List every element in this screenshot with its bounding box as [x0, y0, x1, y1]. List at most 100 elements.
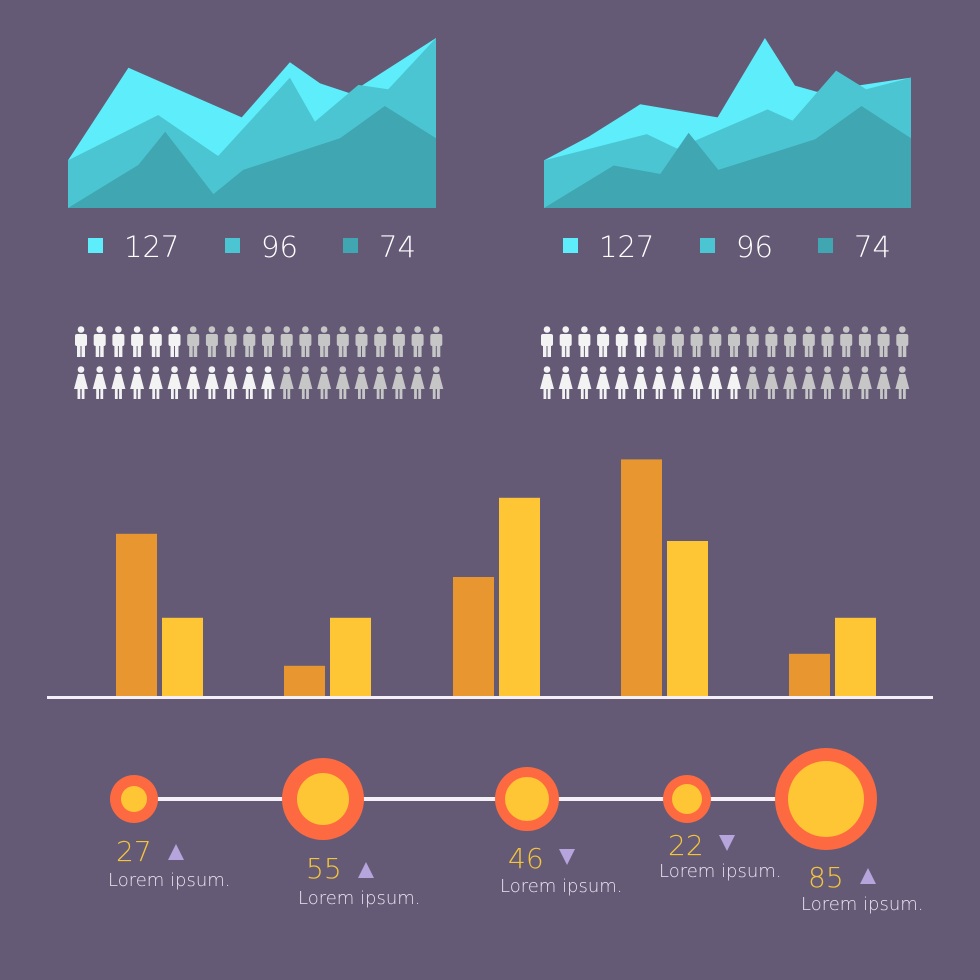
leg [208, 388, 212, 399]
woman-icon [708, 366, 723, 399]
head [246, 366, 253, 373]
dress [801, 374, 816, 389]
dress [895, 374, 910, 389]
torso [802, 334, 815, 346]
timeline-line [134, 797, 826, 801]
dress [577, 374, 592, 389]
head [899, 326, 906, 333]
leg [547, 388, 551, 399]
leg [268, 344, 272, 357]
woman-icon [261, 366, 275, 399]
dress [652, 374, 667, 389]
bar-group-2 [284, 617, 371, 697]
leg [376, 388, 380, 399]
dress [373, 374, 388, 389]
leg [100, 388, 104, 399]
woman-icon [130, 366, 145, 399]
torso [690, 334, 703, 346]
head [674, 326, 682, 333]
woman-icon [895, 366, 910, 399]
leg [156, 344, 160, 357]
leg [580, 388, 584, 399]
leg [748, 344, 753, 357]
torso [430, 334, 443, 346]
leg [264, 388, 268, 399]
man-icon [559, 326, 572, 357]
head [599, 366, 607, 373]
leg [250, 388, 253, 399]
leg [338, 344, 343, 357]
leg [437, 388, 440, 399]
leg [617, 344, 622, 357]
man-icon [430, 326, 443, 357]
dress [764, 374, 779, 389]
leg [189, 388, 193, 399]
bar-orange [284, 665, 325, 697]
head [96, 326, 103, 333]
head [805, 326, 813, 333]
leg [543, 344, 547, 357]
legend-label: 96 [261, 230, 298, 264]
leg [599, 344, 603, 357]
man-icon [243, 326, 256, 357]
leg [809, 344, 813, 357]
woman-icon [558, 366, 573, 399]
head [842, 326, 850, 333]
dress [839, 374, 854, 389]
torso [559, 334, 572, 346]
head [655, 326, 663, 333]
leg [380, 344, 385, 357]
dress [354, 374, 369, 389]
leg [823, 344, 827, 357]
leg [171, 388, 174, 399]
woman-icon [876, 366, 891, 399]
woman-icon [540, 366, 554, 399]
leg [678, 344, 682, 357]
leg [432, 344, 436, 357]
leg [828, 344, 832, 357]
torso [168, 334, 181, 346]
man-icon [205, 326, 218, 357]
leg [320, 344, 324, 357]
woman-icon [373, 366, 388, 399]
leg [301, 344, 305, 357]
leg [227, 388, 230, 399]
head [283, 366, 291, 373]
leg [81, 344, 85, 357]
dress [783, 374, 798, 389]
leg [137, 388, 141, 399]
leg [659, 344, 664, 357]
man-icon [877, 326, 890, 357]
man-icon [578, 326, 591, 357]
woman-icon [764, 366, 779, 399]
leg [903, 388, 906, 399]
leg [561, 344, 566, 357]
dress [279, 374, 294, 389]
woman-icon [727, 366, 741, 399]
torso [728, 334, 740, 346]
legend-swatch [225, 238, 240, 253]
torso [149, 334, 162, 346]
woman-icon [839, 366, 854, 399]
torso [336, 334, 349, 346]
head [339, 366, 347, 373]
leg [861, 388, 865, 399]
head [730, 366, 738, 373]
head [861, 366, 869, 373]
head [618, 366, 626, 373]
head [543, 326, 551, 333]
leg [287, 344, 291, 357]
woman-icon [689, 366, 704, 399]
leg [697, 344, 701, 357]
leg [175, 388, 178, 399]
legend-swatch [88, 238, 103, 253]
man-icon [224, 326, 237, 357]
leg [119, 388, 122, 399]
leg [212, 344, 216, 357]
leg [114, 344, 118, 357]
woman-icon [223, 366, 238, 399]
leg [114, 388, 118, 399]
man-icon [896, 326, 909, 357]
head [637, 326, 644, 333]
